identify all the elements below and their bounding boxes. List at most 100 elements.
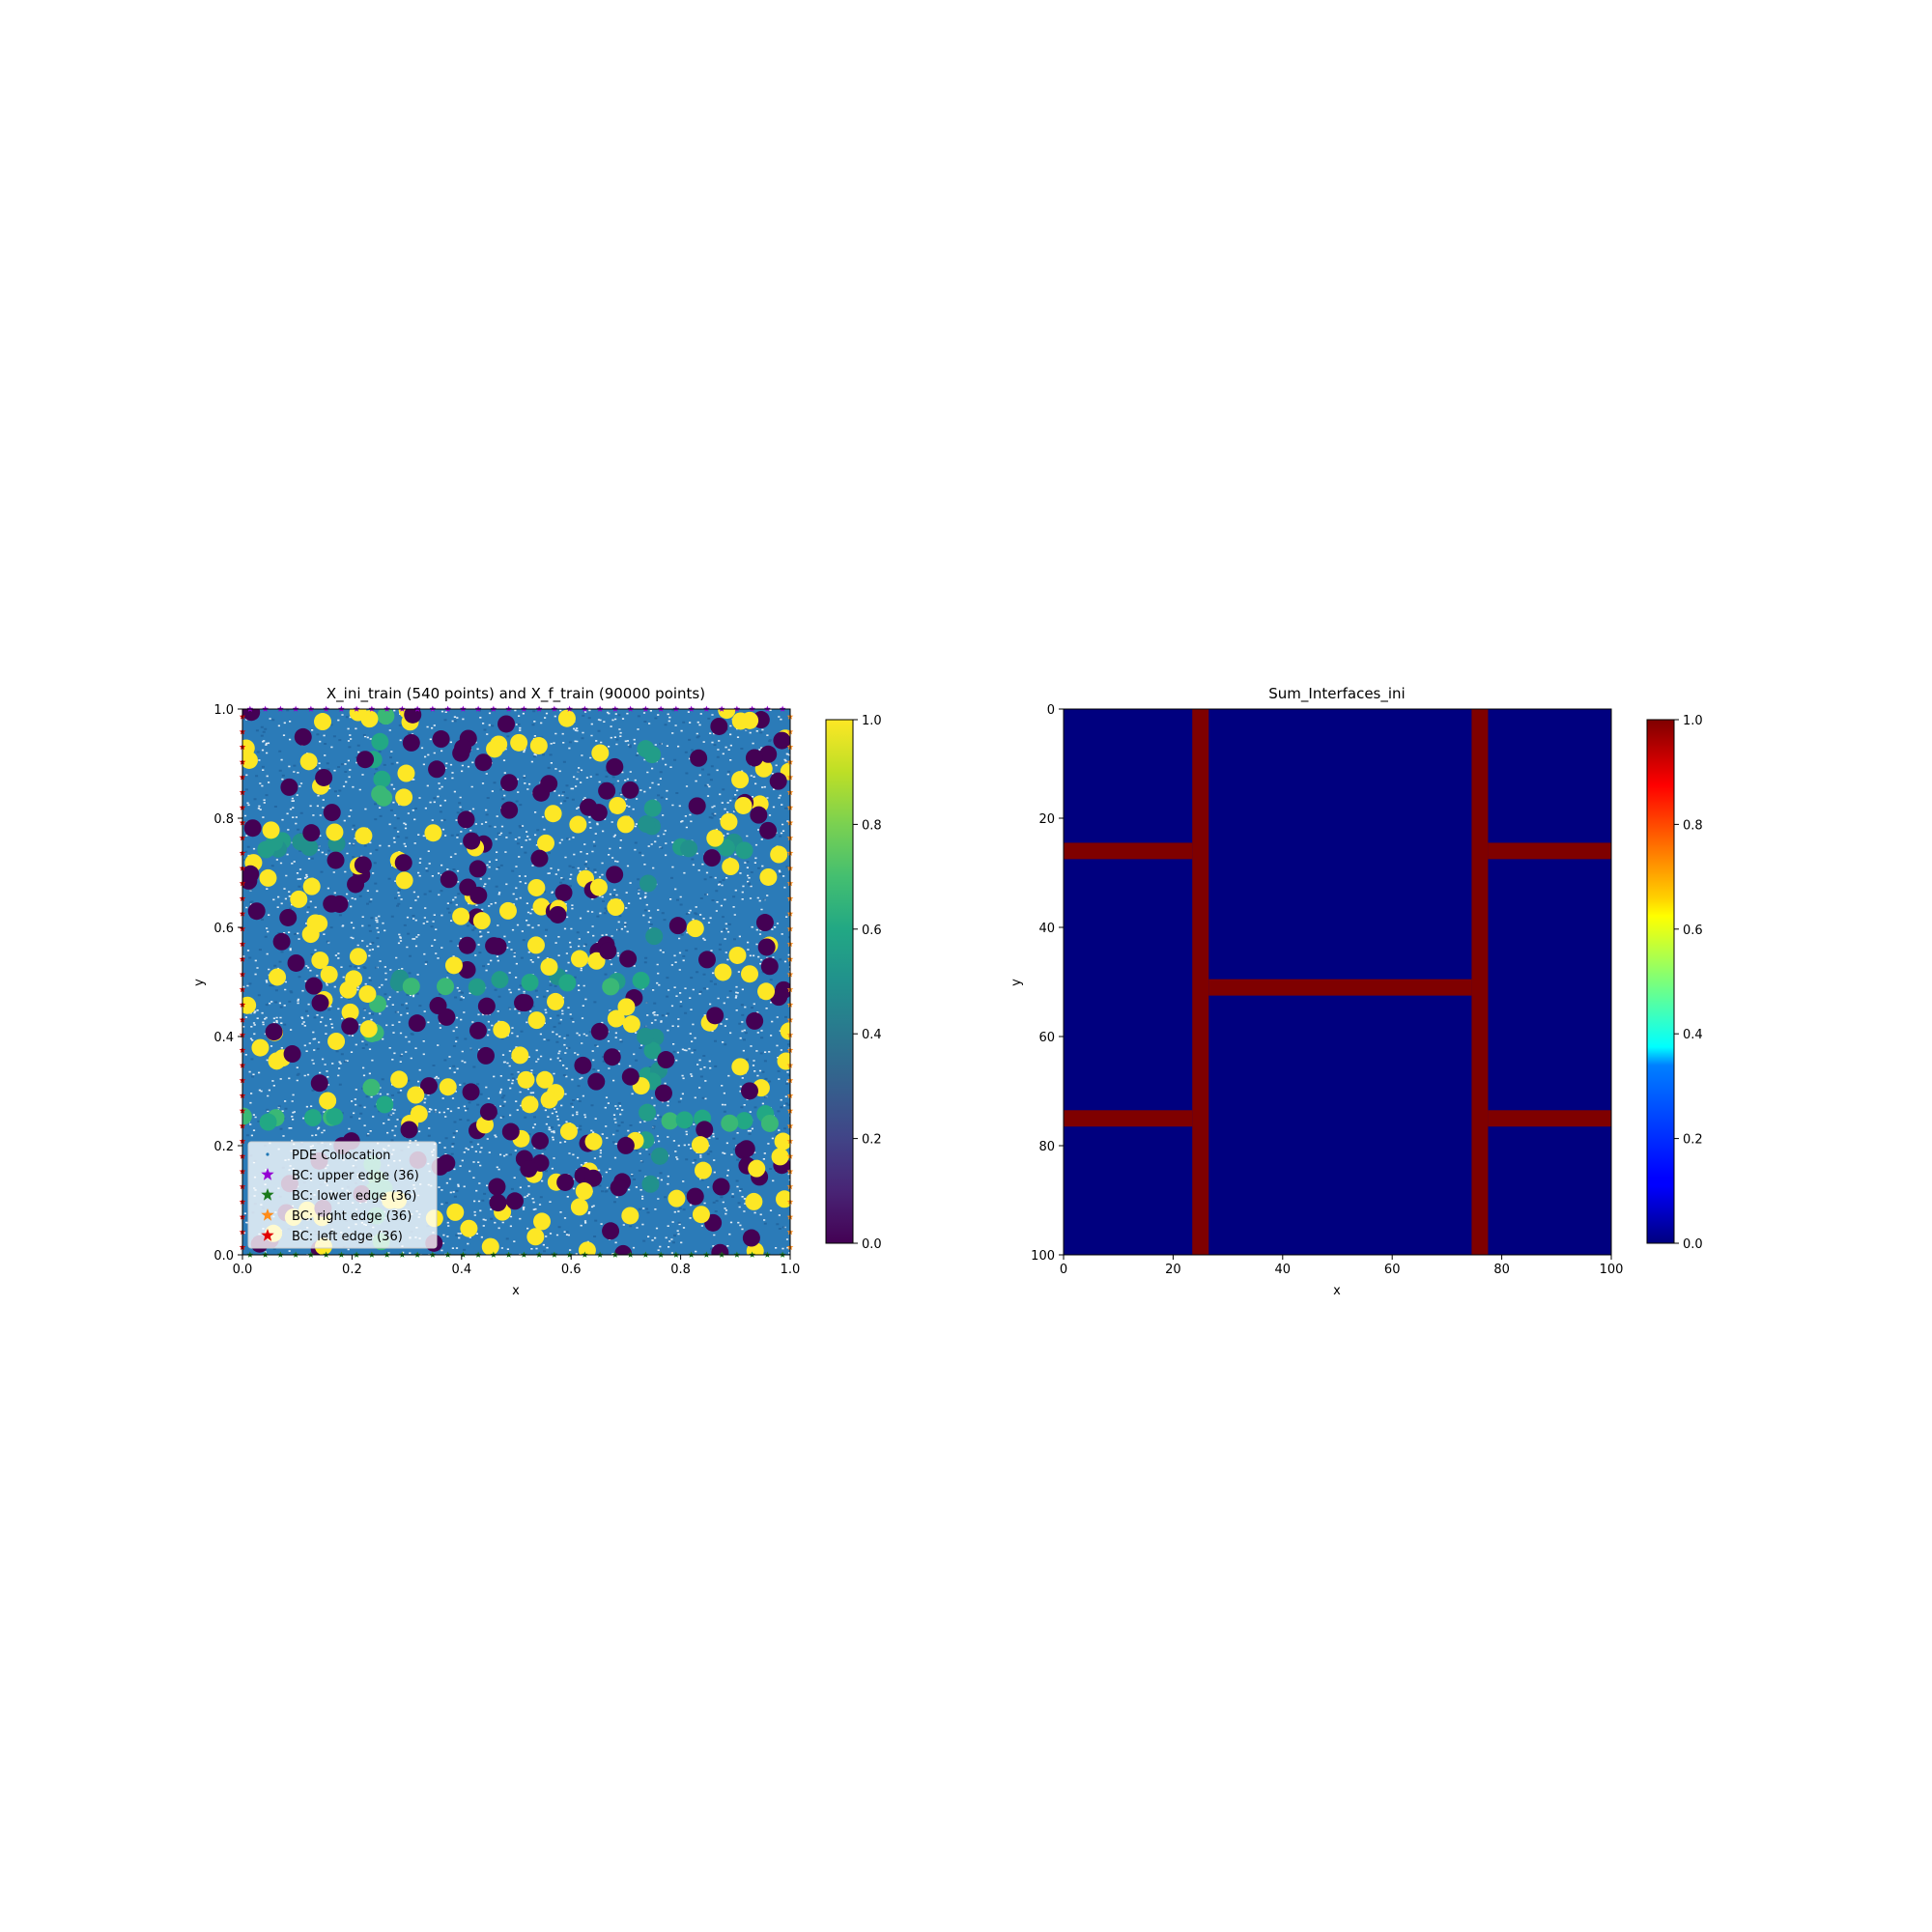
jet-colorbar — [1646, 719, 1675, 1244]
ini-point — [686, 1187, 704, 1206]
ini-point — [621, 1067, 639, 1086]
scatter-y-ticks: 0.0 0.2 0.4 0.6 0.8 1.0 — [213, 703, 242, 1264]
ini-point — [556, 1173, 575, 1191]
ini-point — [621, 781, 639, 799]
interface-horizontal — [1208, 979, 1472, 996]
interface-horizontal — [1488, 1110, 1611, 1127]
legend-marker-star — [261, 1168, 274, 1180]
ini-point — [469, 886, 488, 904]
ini-point — [773, 731, 790, 750]
interface-vertical — [1471, 709, 1489, 1255]
ini-point — [540, 775, 558, 793]
ini-point — [501, 1122, 520, 1141]
scatter-y-label: y — [192, 979, 207, 986]
ini-point — [310, 915, 328, 933]
ini-point — [458, 936, 476, 954]
scatter-y-tick-label: 0.2 — [213, 1140, 234, 1154]
ini-point — [454, 739, 472, 757]
ini-point — [247, 902, 266, 921]
heatmap-axes-frame — [1063, 708, 1612, 1256]
ini-point — [242, 751, 258, 769]
ini-point — [759, 745, 778, 763]
ini-point — [617, 998, 636, 1016]
ini-point — [400, 1121, 418, 1139]
ini-point — [722, 858, 740, 876]
ini-point — [462, 1083, 480, 1101]
ini-point — [584, 1132, 603, 1151]
ini-point — [668, 1189, 686, 1208]
scatter-x-tick-label: 0.2 — [342, 1263, 362, 1277]
ini-point — [731, 771, 750, 789]
ini-point — [505, 1192, 524, 1210]
ini-point — [320, 965, 338, 983]
ini-point — [326, 1107, 344, 1125]
ini-point — [304, 977, 323, 995]
ini-point — [607, 898, 625, 917]
ini-point — [718, 709, 736, 720]
ini-point — [575, 1182, 593, 1201]
ini-point — [690, 749, 708, 767]
ini-point — [731, 1058, 750, 1076]
ini-point — [359, 1020, 378, 1038]
ini-point — [558, 974, 577, 992]
ini-point — [526, 1228, 545, 1246]
ini-point — [521, 1095, 539, 1114]
ini-point — [362, 1078, 381, 1096]
ini-point — [485, 937, 503, 955]
heatmap-y-label: y — [1009, 979, 1024, 986]
legend-label: BC: lower edge (36) — [292, 1189, 416, 1204]
ini-point — [580, 798, 598, 816]
scatter-colorbar-tick-label: 0.0 — [862, 1237, 882, 1252]
heatmap-x-tick-label: 100 — [1600, 1263, 1624, 1277]
ini-point — [287, 953, 305, 972]
ini-point — [347, 875, 365, 894]
ini-point — [639, 1103, 657, 1122]
ini-point — [599, 942, 617, 960]
ini-point — [706, 829, 724, 847]
ini-point — [745, 749, 763, 767]
heatmap-title: Sum_Interfaces_ini — [1268, 685, 1405, 703]
ini-point — [311, 994, 329, 1012]
ini-point — [741, 711, 759, 729]
ini-point — [589, 878, 608, 896]
ini-point — [587, 952, 606, 970]
ini-point — [468, 978, 486, 996]
ini-point — [469, 860, 487, 878]
ini-point — [424, 824, 442, 842]
ini-point — [354, 856, 372, 874]
ini-point — [408, 1014, 426, 1033]
ini-point — [712, 1178, 730, 1196]
ini-point — [457, 810, 475, 829]
ini-point — [290, 890, 308, 908]
ini-point — [488, 1178, 506, 1196]
ini-point — [469, 1021, 487, 1039]
ini-point — [584, 1169, 603, 1187]
scatter-y-tick-label: 0.4 — [213, 1031, 234, 1045]
legend-marker-star — [261, 1208, 274, 1221]
ini-point — [280, 778, 298, 796]
scatter-axes-frame — [242, 708, 791, 1256]
ini-point — [489, 1194, 507, 1212]
ini-point — [622, 1015, 640, 1034]
scatter-colorbar-tick-label: 0.4 — [862, 1028, 882, 1042]
ini-point — [481, 1237, 499, 1255]
ini-point — [654, 1084, 672, 1102]
ini-point — [242, 865, 260, 883]
ini-point — [745, 1192, 763, 1210]
ini-point — [602, 1222, 620, 1240]
ini-point — [614, 1244, 633, 1255]
ini-point — [404, 709, 422, 724]
ini-point — [438, 1154, 456, 1173]
ini-point — [394, 854, 412, 872]
ini-point — [299, 753, 318, 771]
ini-point — [574, 1056, 592, 1074]
ini-point — [242, 1107, 252, 1125]
ini-point — [710, 717, 728, 735]
ini-point — [734, 796, 753, 814]
ini-point — [500, 801, 519, 819]
ini-point — [268, 1052, 286, 1070]
ini-point — [446, 1203, 465, 1221]
ini-point — [639, 874, 657, 893]
ini-point — [606, 866, 624, 884]
ini-point — [371, 732, 389, 751]
